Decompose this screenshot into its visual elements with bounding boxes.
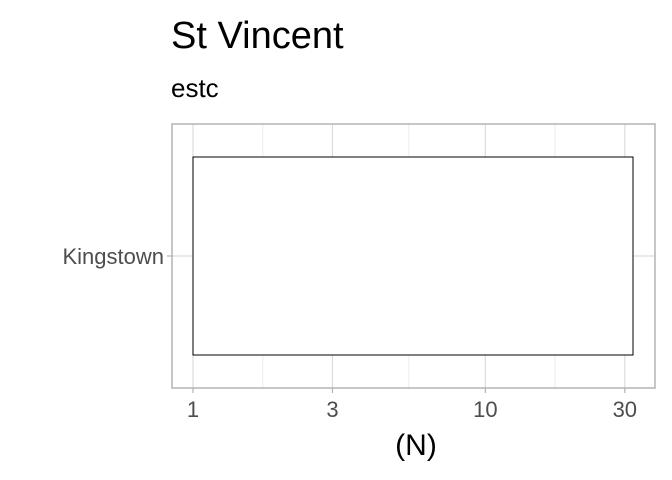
x-tick-label: 3: [326, 397, 338, 422]
bars: [192, 156, 634, 356]
x-tick-label: 1: [187, 397, 199, 422]
x-axis-title: (N): [395, 429, 437, 462]
y-tick-label: Kingstown: [62, 244, 164, 269]
chart-subtitle: estc: [171, 73, 219, 103]
y-axis: Kingstown: [62, 244, 172, 269]
x-tick-label: 10: [473, 397, 497, 422]
x-axis: 1 3 10 30: [187, 388, 637, 422]
chart-title: St Vincent: [171, 15, 344, 57]
bar: [192, 156, 634, 356]
x-tick-label: 30: [613, 397, 637, 422]
